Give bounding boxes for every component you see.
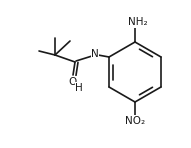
Text: O: O: [68, 77, 76, 87]
Text: N: N: [91, 49, 99, 59]
Text: NO₂: NO₂: [125, 116, 145, 126]
Text: NH₂: NH₂: [128, 17, 148, 27]
Text: H: H: [75, 83, 83, 93]
